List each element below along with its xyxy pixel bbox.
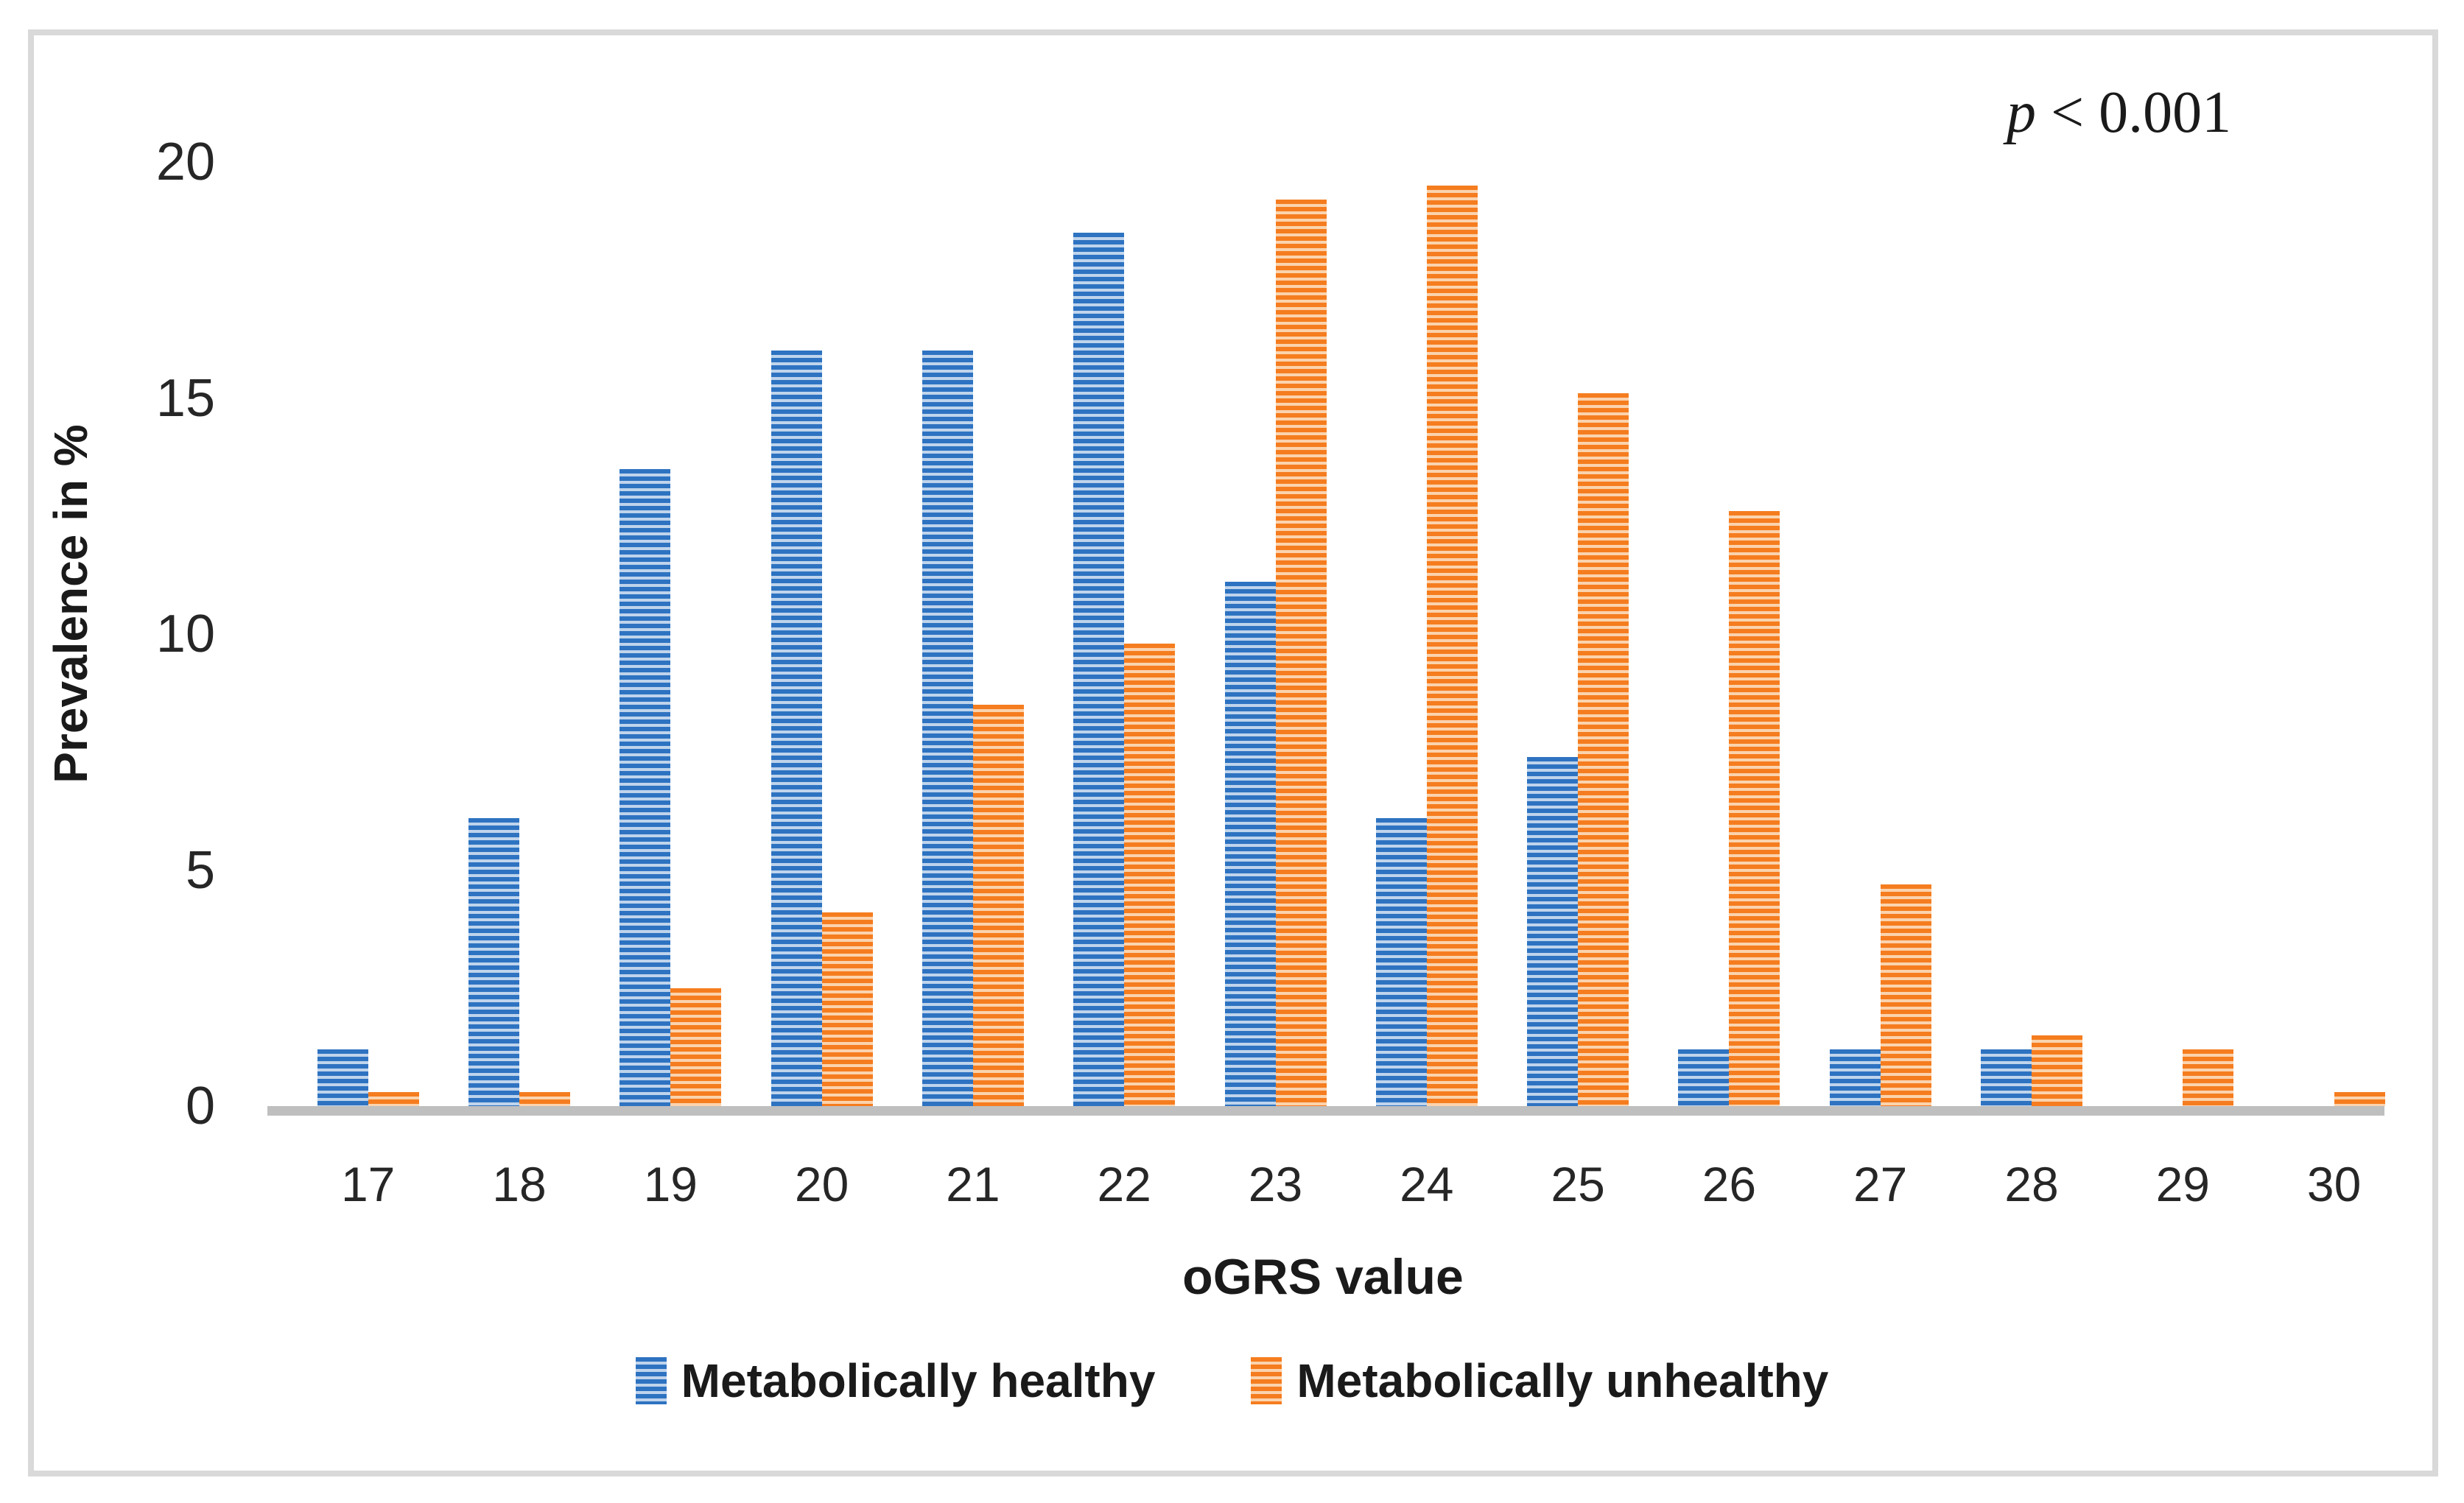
bar-healthy-19 [619, 469, 671, 1106]
bar-unhealthy-24 [1426, 186, 1478, 1106]
bar-unhealthy-17 [368, 1092, 419, 1106]
legend-label-unhealthy: Metabolically unhealthy [1296, 1354, 1829, 1407]
bar-healthy-26 [1678, 1049, 1730, 1106]
bar-unhealthy-29 [2183, 1049, 2234, 1106]
legend-swatch-unhealthy [1251, 1357, 1282, 1404]
p-value-annotation: p < 0.001 [2007, 80, 2242, 147]
legend-label-healthy: Metabolically healthy [681, 1354, 1156, 1407]
bar-unhealthy-27 [1880, 884, 1931, 1106]
x-tick-label-26: 26 [1702, 1157, 1757, 1211]
bar-healthy-17 [317, 1049, 368, 1106]
x-axis-line [267, 1106, 2384, 1116]
bar-unhealthy-28 [2032, 1035, 2082, 1106]
x-tick-label-21: 21 [946, 1157, 1000, 1211]
x-tick-label-22: 22 [1097, 1157, 1151, 1211]
y-tick-label-5: 5 [185, 840, 215, 900]
p-comparison: < 0.001 [2036, 80, 2232, 145]
x-tick-label-18: 18 [492, 1157, 547, 1211]
bar-unhealthy-25 [1578, 393, 1629, 1106]
bar-healthy-21 [922, 351, 973, 1106]
bar-unhealthy-21 [972, 705, 1024, 1106]
x-tick-label-28: 28 [2004, 1157, 2059, 1211]
bar-healthy-27 [1829, 1049, 1881, 1106]
bar-healthy-23 [1224, 582, 1276, 1106]
bar-unhealthy-23 [1275, 200, 1327, 1106]
bar-unhealthy-20 [821, 912, 873, 1106]
x-tick-label-24: 24 [1400, 1157, 1454, 1211]
bar-healthy-18 [468, 818, 519, 1106]
y-tick-label-20: 20 [155, 133, 215, 191]
legend: Metabolically healthy Metabolically unhe… [0, 1354, 2464, 1408]
x-tick-label-23: 23 [1248, 1157, 1303, 1211]
x-tick-label-20: 20 [794, 1157, 849, 1211]
y-tick-label-15: 15 [155, 368, 215, 428]
legend-swatch-healthy [635, 1357, 667, 1404]
legend-item-unhealthy: Metabolically unhealthy [1251, 1354, 1828, 1408]
bar-unhealthy-26 [1729, 511, 1780, 1106]
bar-healthy-25 [1527, 757, 1579, 1106]
bar-unhealthy-18 [519, 1092, 570, 1106]
legend-item-healthy: Metabolically healthy [635, 1354, 1156, 1408]
bar-healthy-24 [1375, 818, 1427, 1106]
x-tick-label-27: 27 [1853, 1157, 1908, 1211]
y-axis-title: Prevalence in % [44, 424, 97, 784]
y-tick-label-10: 10 [155, 605, 215, 663]
bar-unhealthy-22 [1124, 644, 1176, 1106]
bar-healthy-28 [1981, 1049, 2032, 1106]
y-tick-label-0: 0 [185, 1077, 215, 1136]
bar-unhealthy-19 [670, 988, 722, 1106]
x-axis-title: oGRS value [1182, 1249, 1464, 1305]
bar-unhealthy-30 [2334, 1092, 2385, 1106]
p-symbol: p [2007, 80, 2036, 145]
x-tick-label-30: 30 [2306, 1157, 2362, 1211]
x-tick-label-25: 25 [1551, 1157, 1605, 1211]
bar-healthy-20 [771, 351, 822, 1106]
x-tick-label-19: 19 [643, 1157, 698, 1211]
x-tick-label-29: 29 [2155, 1157, 2211, 1211]
x-tick-label-17: 17 [340, 1157, 396, 1211]
bar-healthy-22 [1073, 233, 1125, 1106]
